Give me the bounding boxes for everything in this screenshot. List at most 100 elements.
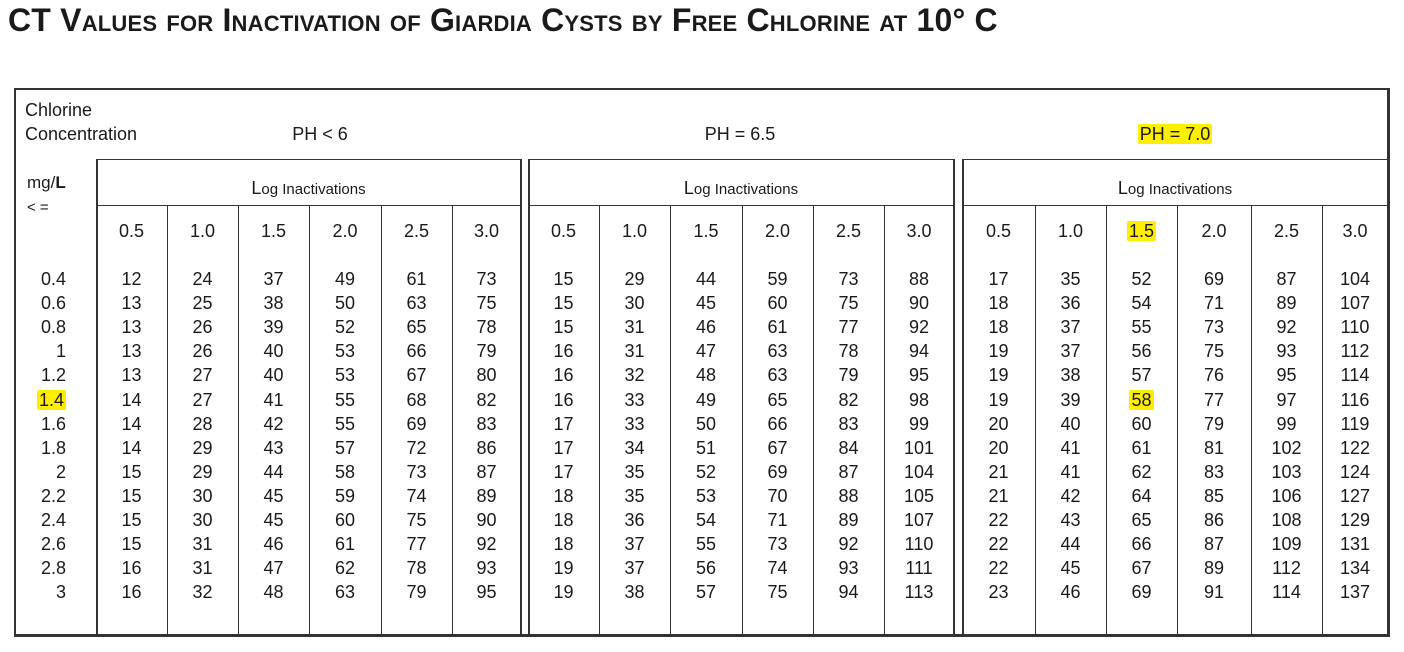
table-cell: 15 — [96, 485, 167, 507]
table-cell: 48 — [670, 364, 742, 386]
ct-value: 15 — [553, 293, 574, 314]
ct-value: 37 — [624, 558, 645, 579]
ct-value: 87 — [476, 461, 497, 482]
table-cell: 15 — [96, 509, 167, 531]
log-inactivations-header: Log Inactivations — [528, 177, 954, 201]
table-cell: 15 — [96, 533, 167, 555]
ct-value: 112 — [1272, 558, 1301, 579]
ct-value: 134 — [1339, 558, 1371, 579]
ct-value: 44 — [1060, 534, 1081, 555]
table-cell: 50 — [670, 413, 742, 435]
table-cell: 109 — [1251, 533, 1322, 555]
log-level-header: 1.5 — [238, 220, 309, 242]
log-level-value: 1.0 — [1057, 221, 1084, 241]
table-cell: 37 — [599, 533, 670, 555]
ct-value: 16 — [553, 389, 574, 410]
table-cell: 107 — [1322, 292, 1388, 314]
ct-value: 82 — [838, 389, 859, 410]
ct-value: 84 — [838, 437, 859, 458]
table-cell: 114 — [1322, 364, 1388, 386]
table-cell: 84 — [813, 437, 884, 459]
log-level-header: 3.0 — [884, 220, 954, 242]
ct-value: 104 — [903, 461, 935, 482]
ct-value: 73 — [838, 269, 859, 289]
table-cell: 16 — [528, 340, 599, 362]
ct-value: 97 — [1276, 389, 1297, 410]
subheader-rest: og Inactivations — [261, 181, 366, 198]
ct-value: 49 — [695, 389, 717, 410]
table-cell: 75 — [452, 292, 521, 314]
ct-value: 16 — [121, 558, 142, 579]
ct-value: 79 — [406, 582, 427, 603]
table-cell: 86 — [1177, 509, 1251, 531]
table-cell: 22 — [962, 509, 1035, 531]
table-cell: 18 — [528, 509, 599, 531]
table-cell: 78 — [452, 316, 521, 338]
ct-value: 41 — [1060, 461, 1081, 482]
table-cell: 57 — [309, 437, 381, 459]
ct-value: 47 — [695, 341, 717, 362]
ct-value: 17 — [553, 437, 574, 458]
table-cell: 60 — [309, 509, 381, 531]
table-cell: 51 — [670, 437, 742, 459]
table-cell: 18 — [962, 316, 1035, 338]
table-cell: 19 — [962, 364, 1035, 386]
ct-value: 19 — [553, 582, 574, 603]
column-divider — [452, 205, 453, 635]
table-cell: 95 — [1251, 364, 1322, 386]
ct-value: 74 — [406, 485, 427, 506]
ct-value: 22 — [988, 534, 1009, 555]
log-level-header: 3.0 — [1322, 220, 1388, 242]
subheader-initial: L — [1117, 178, 1128, 198]
ct-value: 116 — [1340, 389, 1370, 410]
ct-value: 31 — [624, 317, 645, 338]
table-cell: 53 — [309, 340, 381, 362]
table-cell: 88 — [813, 485, 884, 507]
log-level-value: 2.5 — [835, 221, 862, 241]
ct-value: 70 — [767, 485, 788, 506]
ph-label: PH < 6 — [230, 123, 410, 145]
ct-value: 44 — [695, 269, 717, 289]
table-cell: 53 — [670, 485, 742, 507]
ct-value: 53 — [334, 341, 356, 362]
ct-value: 56 — [1131, 341, 1152, 362]
table-cell: 83 — [452, 413, 521, 435]
concentration-value: 2.2 — [20, 485, 66, 507]
ct-value: 38 — [624, 582, 645, 603]
concentration-text: 0.4 — [40, 269, 66, 289]
table-cell: 70 — [742, 485, 813, 507]
table-cell: 33 — [599, 389, 670, 411]
table-cell: 36 — [599, 509, 670, 531]
table-cell: 92 — [452, 533, 521, 555]
concentration-text: 2.6 — [40, 534, 66, 555]
table-cell: 59 — [742, 268, 813, 290]
ct-value: 14 — [121, 389, 142, 410]
ct-value: 94 — [838, 582, 859, 603]
table-cell: 58 — [1106, 389, 1177, 411]
ct-value: 55 — [334, 389, 356, 410]
ct-value: 30 — [192, 485, 213, 506]
table-cell: 61 — [1106, 437, 1177, 459]
table-cell: 113 — [884, 581, 954, 603]
ct-value: 75 — [476, 293, 497, 314]
column-divider — [381, 205, 382, 635]
column-divider — [599, 205, 600, 635]
log-level-header: 0.5 — [96, 220, 167, 242]
table-cell: 14 — [96, 413, 167, 435]
log-level-value: 1.5 — [260, 221, 287, 241]
log-level-header: 1.0 — [599, 220, 670, 242]
unit-comparator: < = — [27, 199, 49, 216]
table-cell: 21 — [962, 461, 1035, 483]
table-cell: 98 — [884, 389, 954, 411]
table-cell: 62 — [309, 557, 381, 579]
table-cell: 112 — [1251, 557, 1322, 579]
subheader-rule — [528, 205, 954, 206]
log-level-value: 1.0 — [189, 221, 216, 241]
table-cell: 65 — [1106, 509, 1177, 531]
ct-value: 56 — [695, 558, 717, 579]
ct-value: 46 — [263, 534, 284, 555]
table-cell: 103 — [1251, 461, 1322, 483]
ct-value: 53 — [695, 485, 717, 506]
concentration-text: 3 — [55, 582, 66, 603]
table-cell: 39 — [1035, 389, 1106, 411]
